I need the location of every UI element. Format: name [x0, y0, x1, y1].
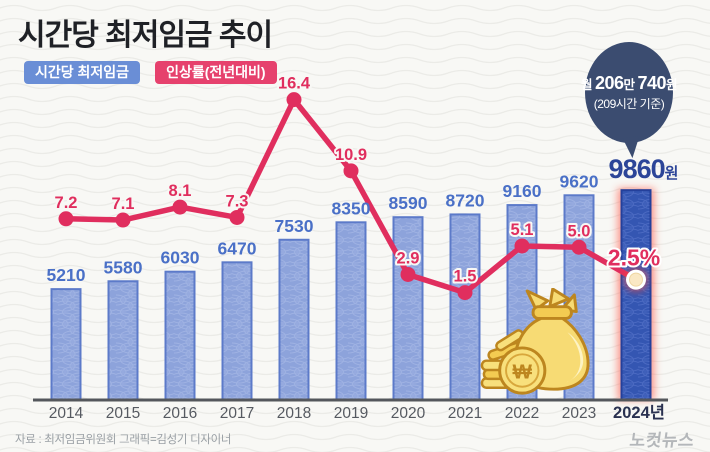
rate-label: 2.5%	[608, 245, 660, 271]
page-title: 시간당 최저임금 추이	[18, 19, 273, 52]
legend-wage-badge: 시간당 최저임금	[24, 61, 141, 85]
legend-rate-badge: 인상률(전년대비)	[155, 61, 277, 85]
rate-point	[58, 211, 74, 227]
rate-point	[172, 199, 188, 215]
bubble-tail	[622, 135, 643, 160]
bar-value-label: 9860원	[609, 154, 678, 184]
money-bag-icon: ₩	[480, 288, 590, 395]
rate-point-last	[629, 272, 643, 287]
monthly-wage-basis: (209시간 기준)	[593, 97, 665, 111]
bar-2019	[335, 221, 367, 401]
bar-2018	[278, 238, 310, 401]
rate-label: 10.9	[335, 146, 367, 164]
x-axis-label: 2021	[448, 405, 482, 422]
rate-label: 8.1	[169, 182, 192, 200]
rate-point	[286, 92, 302, 108]
bar-value-label: 5210	[47, 265, 86, 285]
x-axis-label: 2018	[277, 405, 311, 422]
bar-2016	[164, 270, 196, 402]
rate-label: 7.2	[55, 194, 78, 212]
bar-value-label: 5580	[104, 257, 143, 277]
legend: 시간당 최저임금 인상률(전년대비)	[24, 61, 277, 85]
x-axis-label: 2022	[505, 405, 539, 422]
bar-value-label: 7530	[275, 216, 314, 236]
svg-text:₩: ₩	[513, 360, 533, 383]
rate-point	[400, 266, 416, 282]
bar-2020	[392, 216, 424, 401]
nocut-news-logo: 노컷뉴스	[628, 431, 696, 450]
rate-label: 5.0	[568, 222, 591, 240]
bar-value-label: 8590	[389, 193, 428, 213]
bar-2017	[221, 261, 253, 401]
x-axis-label: 2017	[220, 405, 254, 422]
monthly-wage-bubble: 월 206만 740원 (209시간 기준)	[581, 42, 678, 143]
rate-point	[571, 239, 587, 255]
bar-2024년	[620, 189, 652, 401]
bar-value-label: 6470	[218, 238, 257, 258]
x-axis-label: 2015	[106, 405, 140, 422]
bar-2014	[50, 288, 82, 401]
bar-2015	[107, 280, 139, 401]
rate-point	[229, 209, 245, 225]
rate-point	[343, 163, 359, 179]
rate-point	[115, 212, 131, 228]
rate-point	[457, 285, 473, 301]
bar-value-label: 8720	[446, 190, 485, 210]
rate-label: 16.4	[278, 75, 311, 93]
x-axis-label: 2016	[163, 405, 197, 422]
rate-label: 2.9	[397, 249, 420, 267]
x-axis-label: 2019	[334, 405, 368, 422]
x-axis-label: 2014	[49, 405, 84, 422]
rate-label: 7.3	[226, 192, 249, 210]
bar-value-label: 9620	[560, 171, 599, 191]
x-axis-label: 2020	[391, 405, 426, 422]
rate-label: 5.1	[511, 221, 534, 239]
rate-label: 1.5	[454, 268, 477, 286]
bar-value-label: 6030	[161, 248, 200, 268]
bar-value-label: 9160	[503, 181, 542, 201]
bar-2021	[449, 213, 481, 401]
bar-value-label: 8350	[332, 198, 371, 218]
rate-label: 7.1	[112, 195, 135, 213]
source-credit: 자료 : 최저임금위원회 그래픽=김성기 디자이너	[15, 434, 232, 446]
x-axis-label: 2023	[562, 405, 596, 422]
rate-point	[514, 238, 530, 254]
x-axis-label: 2024년	[613, 403, 665, 422]
monthly-wage-amount: 월 206만 740원	[580, 73, 678, 93]
